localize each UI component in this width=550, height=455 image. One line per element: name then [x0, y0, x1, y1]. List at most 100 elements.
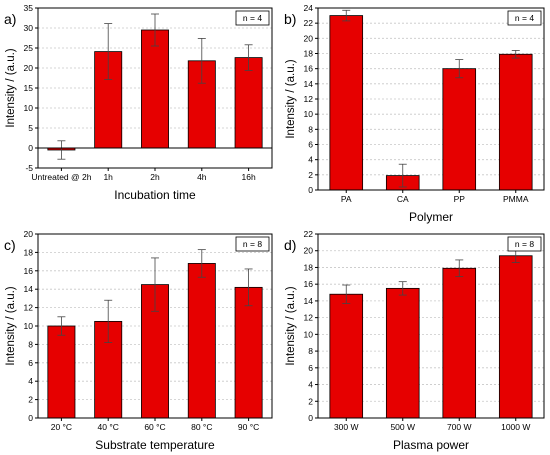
bar [442, 267, 477, 419]
y-tick-label: 0 [28, 413, 33, 423]
y-tick-label: 8 [28, 339, 33, 349]
annotation-text: n = 4 [243, 13, 262, 23]
annotation-text: n = 8 [515, 239, 534, 249]
bar [329, 15, 364, 191]
y-tick-label: 16 [24, 266, 34, 276]
y-axis-label: Intensity / (a.u.) [285, 59, 297, 138]
y-tick-label: 35 [24, 3, 34, 13]
x-tick-label: 20 °C [51, 422, 72, 432]
x-tick-label: 1h [103, 172, 113, 182]
y-tick-label: 18 [304, 262, 314, 272]
chart-panel-3: 300 W 500 W 700 W 1000 W 0 2 4 6 8 10 12 14 16 18 20 22… [284, 229, 545, 452]
chart-panel-1: PA CA PP PMMA024681012141618202224PolymerIn… [284, 3, 545, 224]
chart-panel-2: 20 °C 40 °C 60 °C 80 °C 90 °C 0 2 4 6 8 10 12 14 16 18… [4, 229, 273, 452]
y-tick-label: 14 [304, 79, 314, 89]
y-tick-label: 22 [304, 229, 314, 239]
panel-label: c) [4, 237, 16, 253]
bar [329, 293, 364, 419]
x-tick-label: PA [341, 194, 352, 204]
y-tick-label: 24 [304, 3, 314, 13]
y-tick-label: 2 [308, 396, 313, 406]
panel-label: a) [4, 11, 16, 27]
y-tick-label: 16 [304, 279, 314, 289]
y-tick-label: 12 [24, 303, 34, 313]
x-tick-label: 500 W [390, 422, 415, 432]
plot-frame [317, 233, 545, 419]
annotation-box [235, 10, 270, 26]
y-tick-label: 2 [308, 170, 313, 180]
y-tick-label: 18 [24, 247, 34, 257]
y-tick-label: 12 [304, 94, 314, 104]
y-tick-label: 2 [28, 395, 33, 405]
x-axis-label: Polymer [409, 210, 453, 224]
x-axis-label: Substrate temperature [95, 438, 215, 452]
y-tick-label: 8 [308, 124, 313, 134]
bar [498, 53, 533, 191]
x-tick-label: PP [454, 194, 466, 204]
y-tick-label: 20 [304, 246, 314, 256]
bar [234, 286, 263, 419]
x-tick-label: 300 W [334, 422, 359, 432]
y-tick-label: 10 [24, 321, 34, 331]
y-axis-label: Intensity / (a.u.) [285, 286, 297, 365]
y-tick-label: 4 [28, 376, 33, 386]
y-tick-label: 8 [308, 346, 313, 356]
y-tick-label: 14 [24, 284, 34, 294]
y-tick-label: 4 [308, 155, 313, 165]
y-tick-label: 6 [308, 140, 313, 150]
y-tick-label: 30 [24, 23, 34, 33]
x-tick-label: Untreated @ 2h [31, 172, 91, 182]
y-tick-label: 10 [304, 109, 314, 119]
y-tick-label: 20 [24, 229, 34, 239]
bar [498, 255, 533, 419]
y-tick-label: 12 [304, 313, 314, 323]
bar [442, 68, 477, 191]
x-tick-label: 60 °C [144, 422, 165, 432]
annotation-box [235, 236, 270, 252]
x-tick-label: 80 °C [191, 422, 212, 432]
y-tick-label: -5 [25, 163, 33, 173]
y-tick-label: 4 [308, 380, 313, 390]
y-tick-label: 0 [308, 185, 313, 195]
y-axis-label: Intensity / (a.u.) [5, 286, 17, 365]
bar [187, 263, 216, 419]
x-tick-label: PMMA [503, 194, 529, 204]
x-tick-label: 2h [150, 172, 160, 182]
y-tick-label: 18 [304, 49, 314, 59]
panel-label: b) [284, 11, 296, 27]
y-tick-label: 0 [28, 143, 33, 153]
y-tick-label: 16 [304, 64, 314, 74]
y-tick-label: 15 [24, 83, 34, 93]
x-tick-label: 700 W [447, 422, 472, 432]
bar [385, 287, 420, 419]
y-tick-label: 0 [308, 413, 313, 423]
y-tick-label: 6 [308, 363, 313, 373]
annotation-text: n = 8 [243, 239, 262, 249]
bar [141, 29, 169, 149]
x-tick-label: 40 °C [98, 422, 119, 432]
y-tick-label: 22 [304, 18, 314, 28]
y-tick-label: 5 [28, 123, 33, 133]
y-tick-label: 20 [24, 63, 34, 73]
bar [234, 57, 263, 149]
panel-label: d) [284, 237, 296, 253]
y-tick-label: 10 [24, 103, 34, 113]
annotation-text: n = 4 [515, 13, 534, 23]
y-tick-label: 25 [24, 43, 34, 53]
y-tick-label: 20 [304, 33, 314, 43]
x-tick-label: CA [397, 194, 409, 204]
bar [47, 325, 76, 419]
annotation-box [507, 10, 542, 26]
y-tick-label: 6 [28, 358, 33, 368]
y-tick-label: 10 [304, 329, 314, 339]
x-axis-label: Incubation time [114, 188, 196, 202]
y-tick-label: 14 [304, 296, 314, 306]
x-tick-label: 1000 W [501, 422, 530, 432]
annotation-box [507, 236, 542, 252]
x-axis-label: Plasma power [393, 438, 469, 452]
x-tick-label: 4h [197, 172, 207, 182]
x-tick-label: 16h [242, 172, 256, 182]
x-tick-label: 90 °C [238, 422, 259, 432]
